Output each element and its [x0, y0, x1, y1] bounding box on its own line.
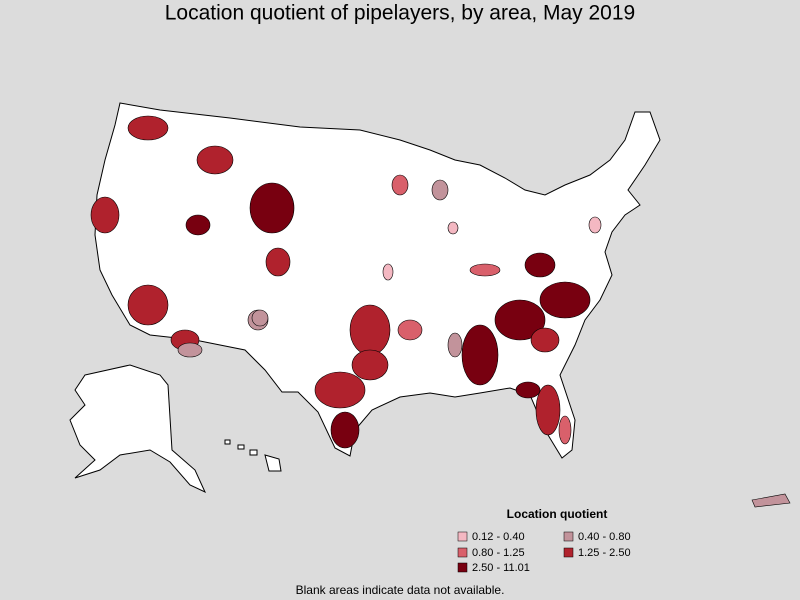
- area: [539, 281, 591, 319]
- legend: Location quotient 0.12 - 0.40 0.40 - 0.80…: [457, 507, 631, 574]
- legend-label: 2.50 - 11.01: [472, 562, 530, 574]
- area: [314, 371, 366, 409]
- area: [391, 174, 409, 196]
- legend-swatch: [457, 562, 468, 573]
- area: [515, 381, 541, 399]
- map: [69, 102, 791, 508]
- area: [447, 221, 459, 235]
- legend-swatch: [457, 531, 468, 542]
- area: [447, 332, 463, 358]
- footnote: Blank areas indicate data not available.: [296, 583, 505, 597]
- area: [251, 309, 269, 327]
- puerto-rico: [751, 493, 791, 508]
- area: [249, 182, 295, 234]
- legend-label: 1.25 - 2.50: [578, 547, 631, 559]
- area: [351, 349, 389, 381]
- legend-label: 0.80 - 1.25: [472, 547, 525, 559]
- area: [90, 196, 120, 234]
- legend-title: Location quotient: [507, 507, 608, 521]
- legend-swatch: [457, 547, 468, 558]
- alaska: [69, 364, 207, 494]
- area: [382, 263, 394, 281]
- area: [196, 145, 234, 175]
- legend-label: 0.12 - 0.40: [472, 531, 525, 543]
- area: [494, 299, 546, 341]
- area: [588, 216, 602, 234]
- area: [397, 319, 423, 341]
- area: [558, 415, 572, 445]
- hawaii: [224, 439, 282, 472]
- area: [265, 247, 291, 277]
- legend-swatch: [563, 531, 574, 542]
- area: [524, 252, 556, 278]
- area: [535, 384, 561, 436]
- contiguous-us: [94, 102, 661, 459]
- area: [469, 263, 501, 277]
- area: [127, 115, 169, 141]
- legend-label: 0.40 - 0.80: [578, 531, 631, 543]
- area: [185, 214, 211, 236]
- area: [461, 324, 499, 386]
- area: [177, 342, 203, 358]
- area: [330, 411, 360, 449]
- area: [530, 327, 560, 353]
- area: [349, 304, 391, 356]
- area-patches: [90, 115, 602, 449]
- legend-swatch: [563, 547, 574, 558]
- area: [431, 179, 449, 201]
- map-title: Location quotient of pipelayers, by area…: [165, 2, 635, 25]
- area: [127, 284, 169, 326]
